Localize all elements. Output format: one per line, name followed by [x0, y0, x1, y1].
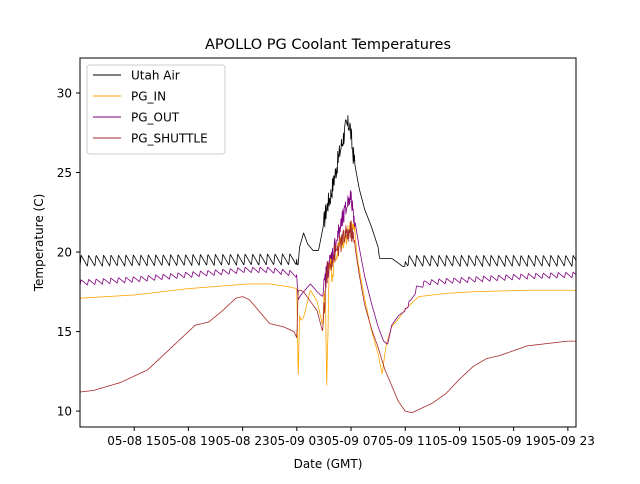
x-axis: 05-08 15 05-08 19 05-08 23 05-09 03 05-09 07… — [107, 427, 595, 448]
legend-label-utah-air: Utah Air — [131, 69, 180, 83]
legend-label-pg-out: PG_OUT — [131, 111, 180, 125]
series-line-pg-out — [80, 190, 576, 345]
series-line-pg-in — [80, 220, 576, 386]
x-tick-label: 05-09 07 — [324, 434, 378, 448]
y-axis-label: Temperature (C) — [32, 194, 46, 293]
chart-title: APOLLO PG Coolant Temperatures — [205, 37, 451, 53]
y-tick-label: 15 — [57, 325, 72, 339]
x-tick-label: 05-09 11 — [378, 434, 432, 448]
x-tick-label: 05-09 03 — [270, 434, 324, 448]
y-axis: 10 15 20 25 30 — [57, 86, 80, 419]
y-tick-label: 20 — [57, 246, 72, 260]
series-layer — [80, 115, 576, 414]
series-line-pg-shuttle — [80, 220, 576, 414]
x-axis-label: Date (GMT) — [294, 457, 363, 471]
legend-label-pg-in: PG_IN — [131, 90, 166, 104]
legend: Utah Air PG_IN PG_OUT PG_SHUTTLE — [86, 64, 226, 155]
y-tick-label: 10 — [57, 405, 72, 419]
x-tick-label: 05-08 15 — [107, 434, 161, 448]
y-tick-label: 30 — [57, 86, 72, 100]
x-tick-label: 05-08 23 — [216, 434, 270, 448]
x-tick-label: 05-09 23 — [541, 434, 595, 448]
x-tick-label: 05-09 19 — [487, 434, 541, 448]
legend-label-pg-shuttle: PG_SHUTTLE — [131, 132, 208, 146]
y-tick-label: 25 — [57, 166, 72, 180]
plot-frame — [79, 57, 577, 428]
series-line-utah-air — [80, 115, 576, 267]
x-tick-label: 05-09 15 — [432, 434, 486, 448]
legend-box — [86, 64, 226, 155]
x-tick-label: 05-08 19 — [161, 434, 215, 448]
